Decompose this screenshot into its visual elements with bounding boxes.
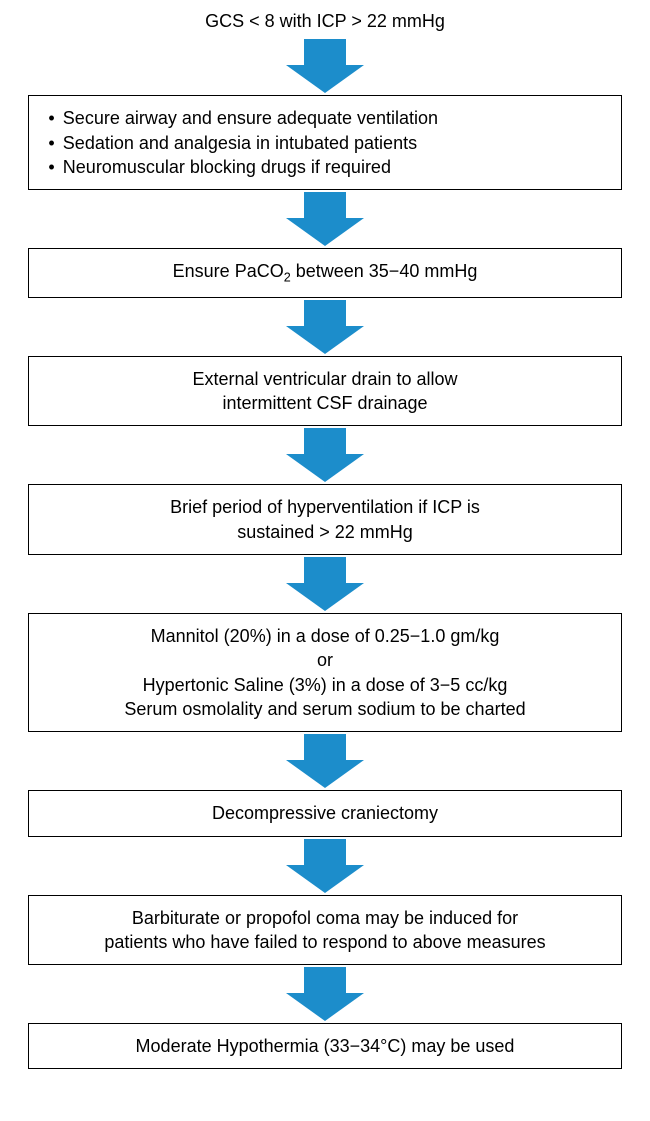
down-arrow-icon <box>286 39 364 93</box>
flowchart: Secure airway and ensure adequate ventil… <box>28 37 622 1069</box>
flowchart-title: GCS < 8 with ICP > 22 mmHg <box>205 10 445 33</box>
down-arrow-icon <box>286 192 364 246</box>
flowchart-node: Barbiturate or propofol coma may be indu… <box>28 895 622 966</box>
down-arrow-icon <box>286 734 364 788</box>
down-arrow-icon <box>286 967 364 1021</box>
flowchart-node: Ensure PaCO2 between 35−40 mmHg <box>28 248 622 298</box>
bullet-item: Secure airway and ensure adequate ventil… <box>43 106 607 130</box>
down-arrow-icon <box>286 839 364 893</box>
flowchart-node: Brief period of hyperventilation if ICP … <box>28 484 622 555</box>
down-arrow-icon <box>286 300 364 354</box>
flowchart-node: Decompressive craniectomy <box>28 790 622 836</box>
flowchart-node: Mannitol (20%) in a dose of 0.25−1.0 gm/… <box>28 613 622 732</box>
down-arrow-icon <box>286 557 364 611</box>
down-arrow-icon <box>286 428 364 482</box>
flowchart-node: External ventricular drain to allowinter… <box>28 356 622 427</box>
flowchart-node: Moderate Hypothermia (33−34°C) may be us… <box>28 1023 622 1069</box>
bullet-item: Sedation and analgesia in intubated pati… <box>43 131 607 155</box>
flowchart-node: Secure airway and ensure adequate ventil… <box>28 95 622 190</box>
bullet-item: Neuromuscular blocking drugs if required <box>43 155 607 179</box>
